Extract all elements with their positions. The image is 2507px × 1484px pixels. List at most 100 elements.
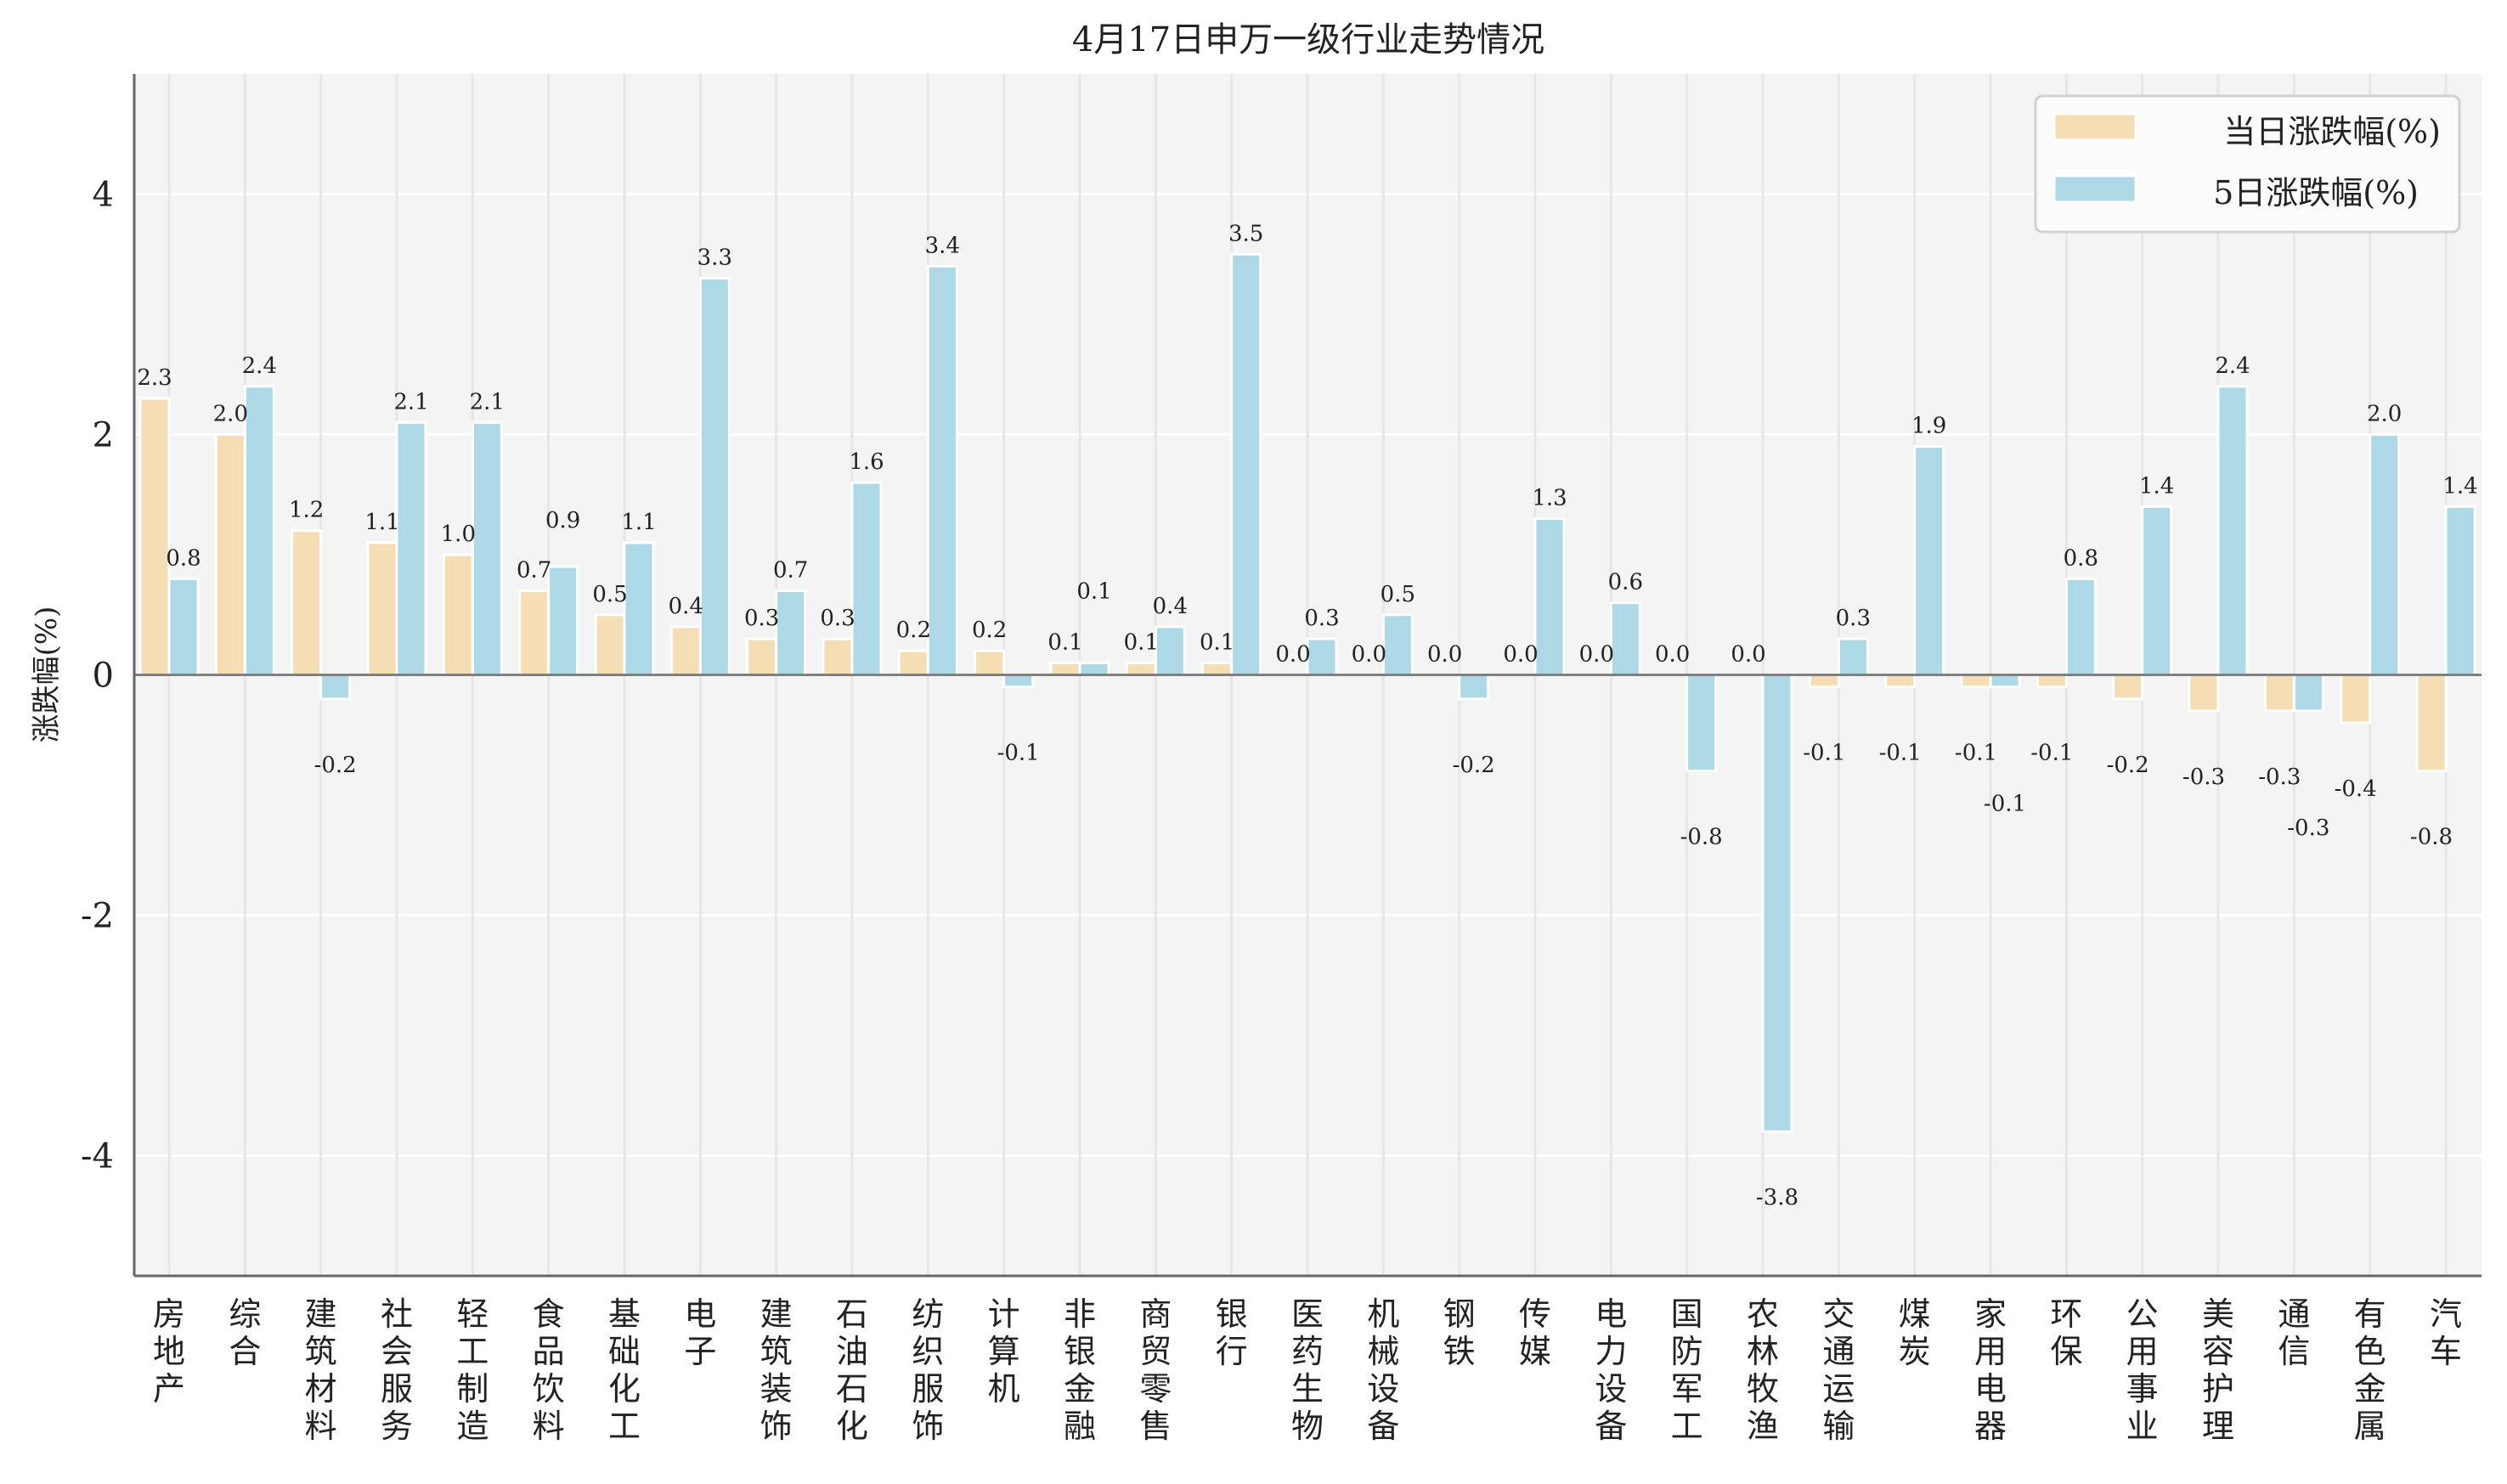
data-label: 0.0	[1731, 642, 1765, 668]
data-label: 0.0	[1655, 642, 1690, 668]
data-label: 0.1	[1124, 629, 1159, 655]
x-tick-label: 农林牧渔	[1747, 1295, 1779, 1445]
data-labels: 2.3 0.8 2.0 2.4 1.2 -0.2 1.1 2.1 1.0 2.1 0.7 0.9 0.5…	[137, 221, 2477, 1210]
data-label: -0.1	[1879, 741, 1922, 766]
x-tick-label: 综合	[229, 1295, 261, 1370]
bar-daily	[2036, 674, 2068, 689]
data-label: 0.0	[1503, 642, 1538, 668]
bars	[138, 252, 2476, 1133]
data-label: 1.1	[621, 510, 656, 535]
data-label: 1.2	[289, 498, 324, 523]
x-tick-label: 商贸零售	[1139, 1295, 1172, 1445]
x-tick-label: 基础化工	[608, 1295, 641, 1445]
bar-5day	[1837, 637, 1869, 676]
data-label: 0.4	[1153, 594, 1188, 619]
legend-swatch-5day	[2052, 174, 2137, 204]
data-label: 1.4	[2139, 473, 2174, 499]
data-label: 2.4	[2215, 353, 2250, 379]
data-label: 0.0	[1427, 642, 1462, 668]
data-label: -0.1	[2030, 741, 2073, 766]
data-label: 0.2	[972, 618, 1007, 643]
x-tick-label: 电子	[684, 1295, 716, 1370]
bar-5day	[1913, 445, 1945, 677]
x-tick-label: 社会服务	[381, 1295, 413, 1445]
bar-daily	[2112, 674, 2144, 701]
data-label: 0.1	[1047, 629, 1082, 655]
bar-5day	[2064, 577, 2097, 676]
y-tick-label: 4	[93, 176, 114, 215]
data-label: 0.7	[773, 557, 808, 583]
x-tick-label: 建筑材料	[305, 1295, 337, 1445]
x-tick-label: 交通运输	[1822, 1295, 1855, 1445]
bar-daily	[2263, 674, 2295, 713]
bar-daily	[518, 589, 551, 677]
bar-5day	[775, 589, 807, 677]
data-label: -0.3	[2287, 815, 2329, 841]
bar-5day	[2216, 385, 2249, 676]
bar-daily	[138, 397, 171, 676]
x-tick-label: 煤炭	[1899, 1295, 1931, 1370]
data-label: 3.4	[925, 233, 960, 258]
data-label: 0.3	[1836, 606, 1871, 631]
data-label: -0.2	[314, 753, 357, 778]
data-label: 1.6	[849, 449, 884, 475]
x-tick-label: 公用事业	[2126, 1295, 2159, 1445]
bar-daily	[1049, 661, 1081, 676]
bar-5day	[2444, 505, 2476, 677]
data-label: 0.7	[517, 557, 551, 583]
bar-daily	[2415, 674, 2448, 773]
data-label: 2.4	[242, 353, 277, 379]
data-label: 1.1	[364, 510, 399, 535]
bar-5day	[1989, 674, 2021, 689]
bar-5day	[319, 674, 352, 701]
x-tick-label: 食品饮料	[533, 1295, 565, 1445]
x-tick-label: 家用电器	[1974, 1295, 2007, 1445]
data-label: 0.8	[2064, 545, 2098, 571]
x-tick-label: 传媒	[1519, 1295, 1551, 1370]
data-label: 0.4	[669, 594, 703, 619]
data-label: 0.1	[1076, 578, 1111, 604]
x-tick-label: 银行	[1216, 1295, 1248, 1370]
bar-5day	[1609, 601, 1641, 676]
bar-daily	[2188, 674, 2220, 713]
data-label: 2.1	[470, 389, 505, 415]
bar-5day	[1230, 252, 1262, 676]
bar-daily	[1808, 674, 1840, 689]
x-tick-label: 通信	[2278, 1295, 2310, 1370]
data-label: -0.8	[2410, 825, 2453, 850]
data-label: 0.0	[1579, 642, 1614, 668]
bar-5day	[2292, 674, 2324, 713]
bar-5day	[547, 565, 579, 677]
data-label: 2.0	[213, 402, 248, 427]
x-tick-label: 机械设备	[1367, 1295, 1399, 1445]
bar-daily	[974, 649, 1006, 677]
bar-daily	[1960, 674, 1992, 689]
data-label: 1.4	[2442, 473, 2477, 499]
x-tick-label: 轻工制造	[456, 1295, 488, 1445]
x-tick-label: 石油石化	[836, 1295, 868, 1445]
data-label: 0.9	[545, 508, 580, 533]
bar-5day	[1306, 637, 1338, 676]
bar-daily	[366, 541, 398, 676]
bar-daily	[1884, 674, 1917, 689]
bar-daily	[214, 433, 246, 676]
data-label: 2.1	[393, 389, 428, 415]
data-label: 2.0	[2367, 402, 2402, 427]
x-tick-label: 国防军工	[1671, 1295, 1703, 1445]
bar-daily	[669, 625, 702, 677]
data-label: 2.3	[137, 365, 172, 391]
data-label: -0.1	[1955, 741, 1997, 766]
legend: 当日涨跌幅(%) 5日涨跌幅(%)	[2034, 94, 2461, 234]
bar-daily	[897, 649, 929, 677]
data-label: -0.2	[2107, 753, 2149, 778]
data-label: 3.3	[697, 245, 732, 271]
bar-5day	[2369, 433, 2401, 676]
bar-5day	[1761, 674, 1793, 1133]
bar-5day	[698, 277, 731, 676]
data-label: -0.1	[997, 741, 1040, 766]
data-label: -0.3	[2258, 765, 2301, 790]
bar-5day	[1458, 674, 1490, 701]
bar-daily	[291, 529, 323, 677]
legend-label-5day: 5日涨跌幅(%)	[2213, 174, 2419, 212]
